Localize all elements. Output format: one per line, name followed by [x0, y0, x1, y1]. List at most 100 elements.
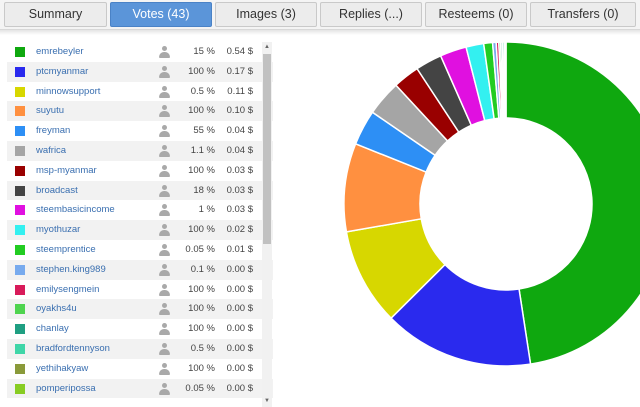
scroll-up-arrow-icon[interactable]: ▲: [264, 44, 270, 50]
vote-row: emilysengmein 100 % 0.00 $: [7, 280, 273, 300]
vote-row: broadcast 18 % 0.03 $: [7, 180, 273, 201]
vote-row: emrebeyler 15 % 0.54 $: [7, 42, 273, 62]
user-icon[interactable]: [159, 323, 170, 336]
vote-value: 0.54 $: [226, 46, 253, 57]
vote-percent: 15 %: [193, 46, 215, 57]
vote-row: chanlay 100 % 0.00 $: [7, 319, 273, 339]
user-icon[interactable]: [159, 283, 170, 296]
vote-row: steembasicincome 1 % 0.03 $: [7, 200, 273, 220]
tab-images[interactable]: Images (3): [215, 2, 317, 27]
vote-percent: 0.05 %: [185, 243, 215, 255]
vote-value: 0.04 $: [226, 144, 253, 156]
vote-color-swatch: [15, 66, 25, 77]
voter-name-link[interactable]: emrebeyler: [36, 46, 84, 57]
vote-row: oyakhs4u 100 % 0.00 $: [7, 299, 273, 320]
vote-value: 0.10 $: [226, 105, 253, 117]
tab-bar: Summary Votes (43) Images (3) Replies (.…: [0, 0, 640, 30]
vote-percent: 100 %: [188, 283, 215, 295]
vote-value: 0.04 $: [226, 125, 253, 137]
vote-value: 0.00 $: [226, 382, 253, 394]
user-icon[interactable]: [159, 204, 170, 217]
vote-value: 0.03 $: [226, 184, 253, 196]
vote-percent: 100 %: [188, 65, 215, 77]
vote-row: msp-myanmar 100 % 0.03 $: [7, 161, 273, 181]
vote-row: bradfordtennyson 0.5 % 0.00 $: [7, 338, 273, 359]
vote-list: emrebeyler 15 % 0.54 $ ptcmyanmar 100 % 0.17 …: [7, 42, 273, 407]
user-icon[interactable]: [159, 303, 170, 316]
vote-color-swatch: [15, 106, 25, 117]
voter-name-link[interactable]: msp-myanmar: [36, 164, 97, 176]
vote-row: pomperipossa 0.05 % 0.00 $: [7, 378, 273, 399]
tab-votes[interactable]: Votes (43): [110, 2, 212, 27]
vote-value: 0.03 $: [226, 204, 253, 216]
voter-name-link[interactable]: broadcast: [36, 184, 78, 196]
vote-percent: 1 %: [198, 204, 215, 216]
vote-row: ptcmyanmar 100 % 0.17 $: [7, 61, 273, 82]
voter-name-link[interactable]: chanlay: [36, 323, 69, 335]
voter-name-link[interactable]: freyman: [36, 125, 71, 137]
vote-percent: 0.5 %: [190, 342, 215, 354]
vote-color-swatch: [15, 363, 25, 374]
voter-name-link[interactable]: stephen.king989: [36, 263, 106, 275]
tab-bar-shadow: [0, 30, 640, 35]
vote-color-swatch: [15, 264, 25, 275]
vote-color-swatch: [15, 244, 25, 255]
donut-slice[interactable]: [505, 42, 640, 365]
voter-name-link[interactable]: pomperipossa: [36, 382, 96, 394]
vote-color-swatch: [15, 383, 25, 394]
user-icon[interactable]: [159, 105, 170, 118]
vote-value: 0.03 $: [226, 164, 253, 176]
donut-slice[interactable]: [504, 42, 507, 119]
voter-name-link[interactable]: ptcmyanmar: [36, 65, 89, 77]
vote-color-swatch: [15, 343, 25, 354]
voter-name-link[interactable]: minnowsupport: [36, 85, 101, 97]
voter-name-link[interactable]: wafrica: [36, 144, 67, 156]
user-icon[interactable]: [159, 243, 170, 256]
vote-color-swatch: [15, 205, 25, 216]
user-icon[interactable]: [159, 125, 170, 138]
user-icon[interactable]: [159, 144, 170, 157]
user-icon[interactable]: [159, 382, 170, 395]
user-icon[interactable]: [159, 46, 170, 58]
user-icon[interactable]: [159, 85, 170, 98]
vote-row: steemprentice 0.05 % 0.01 $: [7, 240, 273, 260]
vote-color-swatch: [15, 284, 25, 295]
voter-name-link[interactable]: steembasicincome: [36, 204, 115, 216]
user-icon[interactable]: [159, 184, 170, 197]
vote-color-swatch: [15, 185, 25, 196]
voter-name-link[interactable]: bradfordtennyson: [36, 342, 110, 354]
voter-name-link[interactable]: steemprentice: [36, 243, 96, 255]
user-icon[interactable]: [159, 342, 170, 355]
vote-value: 0.00 $: [226, 283, 253, 295]
vote-value: 0.17 $: [226, 65, 253, 77]
vote-percent: 0.1 %: [190, 263, 215, 275]
scroll-down-arrow-icon[interactable]: ▼: [264, 398, 270, 404]
voter-name-link[interactable]: suyutu: [36, 105, 64, 117]
vote-percent: 100 %: [188, 303, 215, 315]
vote-percent: 100 %: [188, 362, 215, 374]
user-icon[interactable]: [159, 164, 170, 177]
vote-color-swatch: [15, 324, 25, 335]
tab-replies[interactable]: Replies (...): [320, 2, 422, 27]
vote-value: 0.00 $: [226, 362, 253, 374]
vote-percent: 100 %: [188, 323, 215, 335]
vote-list-scrollbar[interactable]: ▲ ▼: [262, 42, 272, 407]
vote-percent: 0.05 %: [185, 382, 215, 394]
vote-color-swatch: [15, 304, 25, 315]
tab-transfers[interactable]: Transfers (0): [530, 2, 636, 27]
voter-name-link[interactable]: yethihakyaw: [36, 362, 89, 374]
vote-color-swatch: [15, 145, 25, 156]
tab-summary[interactable]: Summary: [4, 2, 107, 27]
voter-name-link[interactable]: emilysengmein: [36, 283, 100, 295]
tab-resteems[interactable]: Resteems (0): [425, 2, 527, 27]
vote-row: yethihakyaw 100 % 0.00 $: [7, 359, 273, 379]
user-icon[interactable]: [159, 65, 170, 78]
user-icon[interactable]: [159, 362, 170, 375]
user-icon[interactable]: [159, 224, 170, 237]
vote-percent: 100 %: [188, 105, 215, 117]
vote-color-swatch: [15, 225, 25, 236]
voter-name-link[interactable]: oyakhs4u: [36, 303, 77, 315]
scroll-thumb[interactable]: [263, 54, 271, 244]
user-icon[interactable]: [159, 263, 170, 276]
voter-name-link[interactable]: myothuzar: [36, 224, 81, 236]
